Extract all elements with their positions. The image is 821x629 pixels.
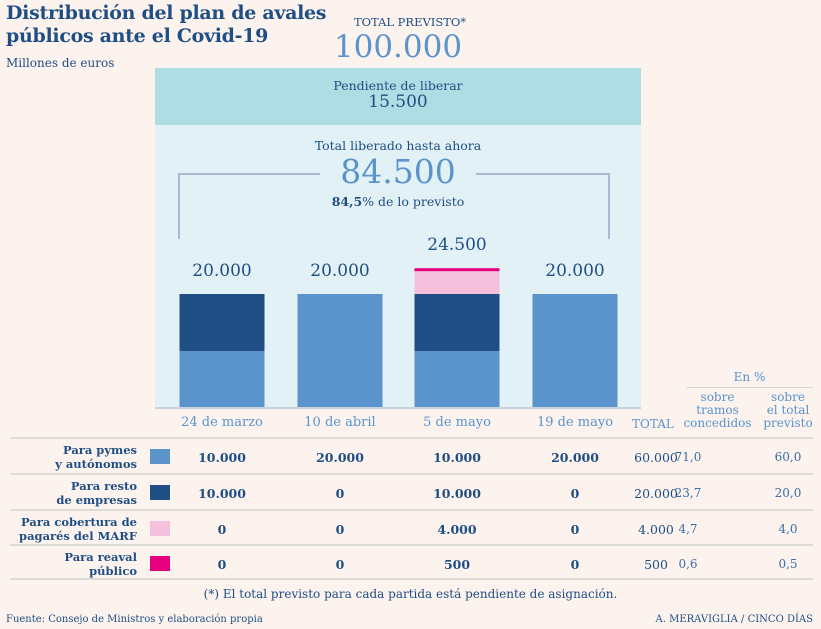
bracket-right bbox=[468, 173, 610, 239]
table-cell: 10.000 bbox=[433, 486, 481, 501]
bar-segment bbox=[414, 271, 500, 294]
author-credit: A. MERAVIGLIA / CINCO DÍAS bbox=[655, 614, 814, 625]
pct-tramos-header-line3: concedidos bbox=[683, 416, 752, 430]
row-label-line-1: Para pymes bbox=[63, 443, 137, 457]
bar-segment bbox=[179, 294, 265, 351]
row-total: 20.000 bbox=[634, 486, 678, 501]
pct-tramos-cell: 4,7 bbox=[678, 522, 698, 536]
bar-segment bbox=[532, 294, 618, 408]
x-tick-label: 5 de mayo bbox=[423, 415, 491, 430]
row-divider bbox=[10, 578, 813, 580]
row-total: 60.000 bbox=[634, 450, 678, 465]
bar-segment bbox=[297, 294, 383, 408]
percent-group-header: En % bbox=[733, 370, 766, 384]
table-cell: 10.000 bbox=[198, 450, 246, 465]
pct-previsto-cell: 20,0 bbox=[774, 486, 802, 500]
table-cell: 20.000 bbox=[551, 450, 599, 465]
pct-previsto-header-line2: el total bbox=[766, 403, 810, 417]
pct-tramos-cell: 71,0 bbox=[674, 450, 702, 464]
pct-previsto-header-line1: sobre bbox=[771, 390, 805, 404]
legend-swatch bbox=[150, 449, 170, 464]
pct-previsto-cell: 0,5 bbox=[778, 557, 798, 571]
row-divider bbox=[10, 473, 813, 475]
released-label: Total liberado hasta ahora bbox=[314, 138, 482, 153]
pending-label: Pendiente de liberar bbox=[333, 78, 463, 93]
released-value: 84.500 bbox=[320, 152, 476, 192]
table-cell: 0 bbox=[335, 557, 345, 572]
total-previsto-value: 100.000 bbox=[333, 29, 463, 65]
row-label-line-2: de empresas bbox=[56, 493, 137, 507]
row-label-line-2: pagarés del MARF bbox=[19, 529, 137, 543]
pct-tramos-cell: 23,7 bbox=[674, 486, 702, 500]
bar-segment bbox=[414, 351, 500, 408]
table-cell: 0 bbox=[217, 557, 227, 572]
x-tick-label: 24 de marzo bbox=[181, 415, 263, 430]
table-cell: 4.000 bbox=[437, 522, 477, 537]
released-percentage: 84,5% de lo previsto bbox=[155, 194, 641, 209]
row-total: 500 bbox=[644, 557, 668, 572]
table-cell: 20.000 bbox=[316, 450, 364, 465]
pct-tramos-header-line2: tramos bbox=[696, 403, 739, 417]
pct-tramos-header-line1: sobre bbox=[700, 390, 735, 404]
bar-segment bbox=[179, 351, 265, 408]
percent-group-divider bbox=[686, 387, 813, 388]
title-line-2: públicos ante el Covid-19 bbox=[6, 25, 269, 47]
pending-band bbox=[155, 68, 641, 125]
row-label-line-1: Para resto bbox=[70, 479, 137, 493]
released-pct-number: 84,5 bbox=[331, 194, 363, 209]
row-label-line-1: Para reaval bbox=[64, 550, 137, 564]
table-cell: 0 bbox=[570, 557, 580, 572]
table-cell: 0 bbox=[570, 522, 580, 537]
title-line-1: Distribución del plan de avales bbox=[6, 2, 327, 24]
table-cell: 500 bbox=[443, 557, 471, 572]
bars-group bbox=[179, 268, 618, 408]
bar-total-label: 24.500 bbox=[427, 235, 487, 256]
table-cell: 0 bbox=[335, 522, 345, 537]
units-subtitle: Millones de euros bbox=[6, 56, 115, 70]
bracket-left bbox=[178, 173, 330, 239]
table-cell: 10.000 bbox=[198, 486, 246, 501]
pct-previsto-header: sobre el total previsto bbox=[758, 391, 818, 430]
row-divider bbox=[10, 509, 813, 511]
bar-total-label: 20.000 bbox=[545, 261, 605, 281]
bar-segment bbox=[414, 268, 500, 272]
table-cell: 0 bbox=[335, 486, 345, 501]
row-divider bbox=[10, 437, 813, 439]
pct-previsto-cell: 60,0 bbox=[774, 450, 802, 464]
bar-total-label: 20.000 bbox=[192, 261, 252, 281]
total-column-header: TOTAL bbox=[632, 417, 674, 431]
x-tick-label: 10 de abril bbox=[304, 415, 376, 430]
released-pct-text: % de lo previsto bbox=[362, 194, 465, 209]
legend-swatch bbox=[150, 556, 170, 571]
table-cell: 10.000 bbox=[433, 450, 481, 465]
legend-swatch bbox=[150, 485, 170, 500]
row-label: Para reaval público bbox=[2, 550, 137, 578]
pending-value: 15.500 bbox=[368, 92, 428, 112]
total-previsto-label: TOTAL PREVISTO* bbox=[353, 15, 467, 29]
pct-tramos-cell: 0,6 bbox=[678, 557, 698, 571]
x-tick-label: 19 de mayo bbox=[536, 415, 614, 430]
pct-previsto-header-line3: previsto bbox=[763, 416, 813, 430]
row-divider bbox=[10, 544, 813, 546]
source-note: Fuente: Consejo de Ministros y elaboraci… bbox=[6, 614, 263, 625]
row-label-line-2: y autónomos bbox=[55, 457, 137, 471]
footnote: (*) El total previsto para cada partida … bbox=[203, 587, 618, 601]
bar-segment bbox=[414, 294, 500, 351]
bar-total-label: 20.000 bbox=[310, 261, 370, 281]
row-total: 4.000 bbox=[638, 522, 674, 537]
row-label: Para cobertura de pagarés del MARF bbox=[2, 515, 137, 543]
table-cell: 0 bbox=[570, 486, 580, 501]
pct-previsto-cell: 4,0 bbox=[778, 522, 798, 536]
row-label: Para resto de empresas bbox=[2, 479, 137, 507]
row-label-line-1: Para cobertura de bbox=[21, 515, 137, 529]
row-label-line-2: público bbox=[89, 564, 137, 578]
table-cell: 0 bbox=[217, 522, 227, 537]
pct-tramos-header: sobre tramos concedidos bbox=[680, 391, 755, 430]
legend-swatch bbox=[150, 521, 170, 536]
row-label: Para pymes y autónomos bbox=[2, 443, 137, 471]
chart-title: Distribución del plan de avales públicos… bbox=[6, 2, 326, 48]
